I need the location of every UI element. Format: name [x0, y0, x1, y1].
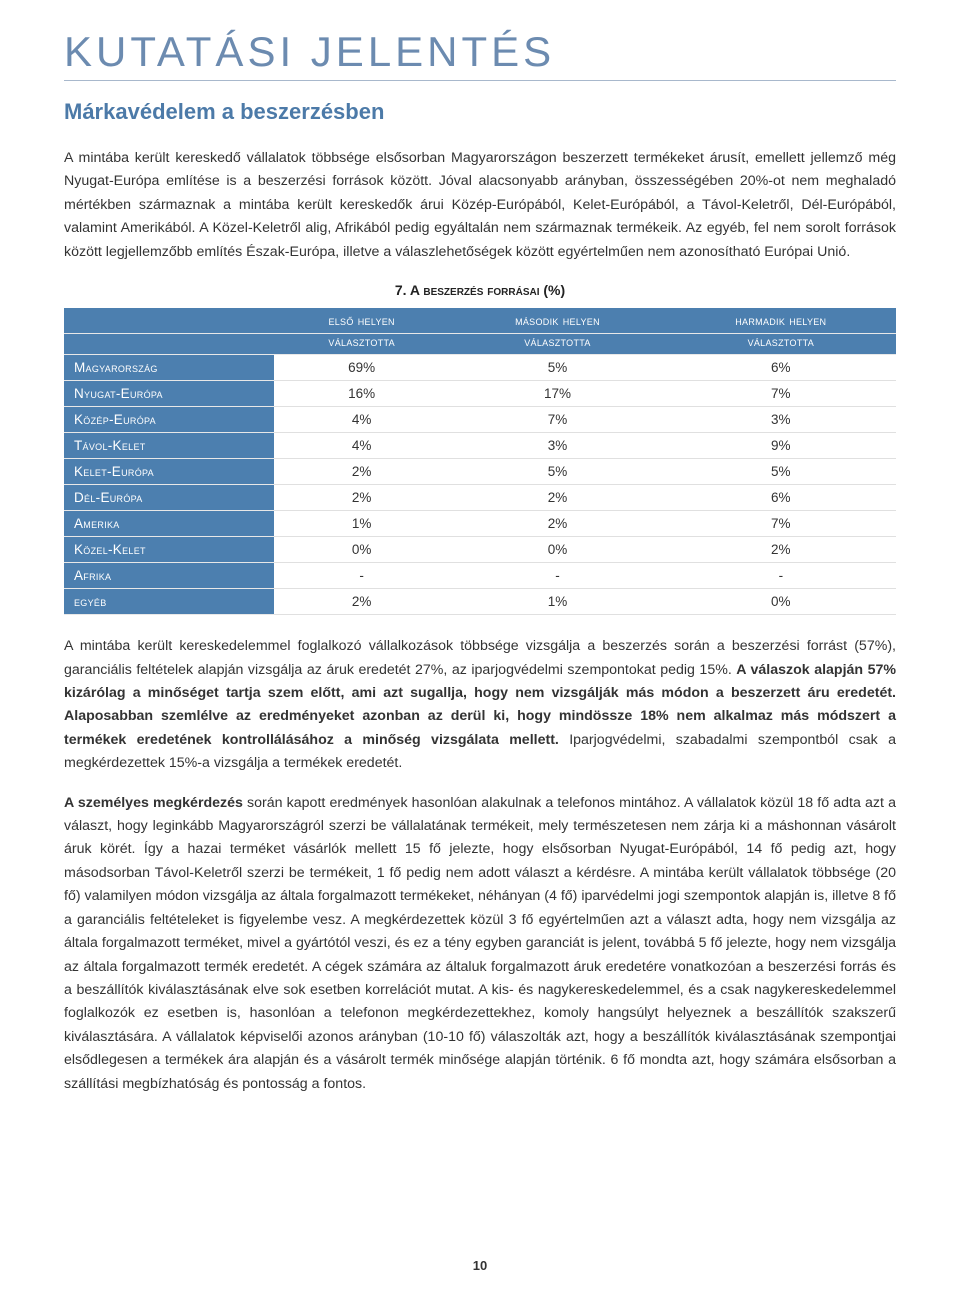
- analysis-paragraph-1: A mintába került kereskedelemmel foglalk…: [64, 635, 896, 776]
- cell: -: [274, 563, 449, 589]
- cell: -: [666, 563, 896, 589]
- row-label: Magyarország: [64, 355, 274, 381]
- sources-table: első helyen második helyen harmadik hely…: [64, 308, 896, 615]
- cell: 6%: [666, 355, 896, 381]
- table-body: Magyarország 69% 5% 6% Nyugat-Európa 16%…: [64, 355, 896, 615]
- cell: 7%: [666, 381, 896, 407]
- cell: 3%: [449, 433, 665, 459]
- page-number: 10: [0, 1258, 960, 1273]
- cell: 7%: [449, 407, 665, 433]
- cell: 2%: [274, 485, 449, 511]
- cell: 17%: [449, 381, 665, 407]
- cell: 3%: [666, 407, 896, 433]
- cell: 2%: [274, 589, 449, 615]
- row-label: Nyugat-Európa: [64, 381, 274, 407]
- cell: 0%: [449, 537, 665, 563]
- table-row: Amerika 1% 2% 7%: [64, 511, 896, 537]
- row-label: Afrika: [64, 563, 274, 589]
- table-row: Afrika - - -: [64, 563, 896, 589]
- cell: 5%: [449, 459, 665, 485]
- table-row: Kelet-Európa 2% 5% 5%: [64, 459, 896, 485]
- cell: 16%: [274, 381, 449, 407]
- row-label: Amerika: [64, 511, 274, 537]
- cell: 1%: [274, 511, 449, 537]
- cell: 4%: [274, 407, 449, 433]
- table-caption: 7. A beszerzés forrásai (%): [64, 282, 896, 298]
- cell: 5%: [449, 355, 665, 381]
- table-header-blank2: [64, 334, 274, 355]
- table-row: Közép-Európa 4% 7% 3%: [64, 407, 896, 433]
- table-header-col1-line1: első helyen: [274, 308, 449, 334]
- page: KUTATÁSI JELENTÉS Márkavédelem a beszerz…: [0, 0, 960, 1291]
- cell: 69%: [274, 355, 449, 381]
- para3-lead: A személyes megkérdezés: [64, 795, 243, 811]
- table-row: Nyugat-Európa 16% 17% 7%: [64, 381, 896, 407]
- cell: 2%: [274, 459, 449, 485]
- row-label: Távol-Kelet: [64, 433, 274, 459]
- cell: 9%: [666, 433, 896, 459]
- cell: 6%: [666, 485, 896, 511]
- table-header-blank: [64, 308, 274, 334]
- table-row: Dél-Európa 2% 2% 6%: [64, 485, 896, 511]
- table-row: Közel-Kelet 0% 0% 2%: [64, 537, 896, 563]
- table-header: első helyen második helyen harmadik hely…: [64, 308, 896, 355]
- table-header-col2-line2: választotta: [449, 334, 665, 355]
- table-row: Távol-Kelet 4% 3% 9%: [64, 433, 896, 459]
- cell: 2%: [666, 537, 896, 563]
- document-title: KUTATÁSI JELENTÉS: [64, 28, 896, 81]
- table-row: Magyarország 69% 5% 6%: [64, 355, 896, 381]
- cell: 5%: [666, 459, 896, 485]
- row-label: Közel-Kelet: [64, 537, 274, 563]
- cell: 0%: [274, 537, 449, 563]
- cell: 2%: [449, 485, 665, 511]
- cell: 7%: [666, 511, 896, 537]
- row-label: Kelet-Európa: [64, 459, 274, 485]
- cell: 1%: [449, 589, 665, 615]
- table-header-col3-line2: választotta: [666, 334, 896, 355]
- intro-paragraph: A mintába került kereskedő vállalatok tö…: [64, 147, 896, 264]
- section-subtitle: Márkavédelem a beszerzésben: [64, 99, 896, 125]
- cell: 2%: [449, 511, 665, 537]
- analysis-paragraph-2: A személyes megkérdezés során kapott ere…: [64, 792, 896, 1096]
- row-label: egyéb: [64, 589, 274, 615]
- row-label: Közép-Európa: [64, 407, 274, 433]
- cell: 4%: [274, 433, 449, 459]
- cell: -: [449, 563, 665, 589]
- para3-rest: során kapott eredmények hasonlóan alakul…: [64, 795, 896, 1092]
- table-header-col1-line2: választotta: [274, 334, 449, 355]
- table-header-col2-line1: második helyen: [449, 308, 665, 334]
- table-header-col3-line1: harmadik helyen: [666, 308, 896, 334]
- table-row: egyéb 2% 1% 0%: [64, 589, 896, 615]
- cell: 0%: [666, 589, 896, 615]
- row-label: Dél-Európa: [64, 485, 274, 511]
